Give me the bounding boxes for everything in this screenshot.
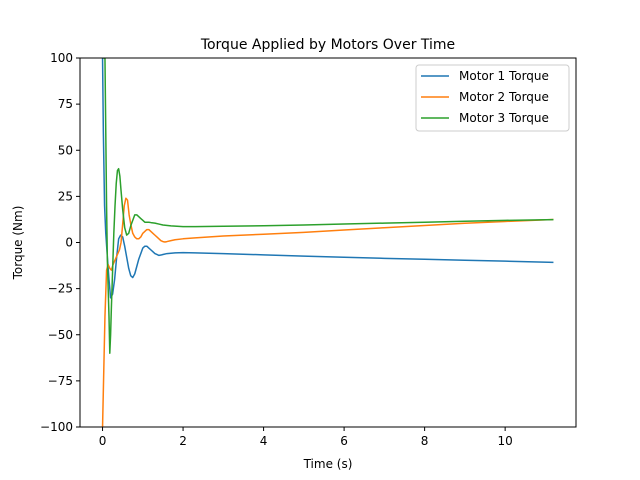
y-tick-label: −25 xyxy=(48,282,73,296)
y-axis-ticks: −100 −75 −50 −25 0 25 50 75 100 xyxy=(40,51,80,434)
series-line-motor-1 xyxy=(101,58,554,299)
legend-label-motor-2: Motor 2 Torque xyxy=(459,90,549,104)
legend-label-motor-3: Motor 3 Torque xyxy=(459,111,549,125)
legend-label-motor-1: Motor 1 Torque xyxy=(459,69,549,83)
legend-items: Motor 1 Torque Motor 2 Torque Motor 3 Torq… xyxy=(421,69,549,125)
x-axis-ticks: 0 2 4 6 8 10 xyxy=(99,427,513,448)
x-tick-label: 2 xyxy=(179,434,187,448)
y-tick-label: 75 xyxy=(58,97,73,111)
series-line-motor-2 xyxy=(101,197,554,427)
y-tick-label: 50 xyxy=(58,143,73,157)
legend: Motor 1 Torque Motor 2 Torque Motor 3 Torq… xyxy=(415,64,570,132)
y-tick-label: −100 xyxy=(40,420,73,434)
x-axis-label: Time (s) xyxy=(303,457,353,471)
x-tick-label: 0 xyxy=(99,434,107,448)
series-line-motor-3 xyxy=(102,58,554,354)
legend-frame xyxy=(415,64,570,132)
y-tick-label: −50 xyxy=(48,328,73,342)
y-tick-label: −75 xyxy=(48,374,73,388)
chart-title: Torque Applied by Motors Over Time xyxy=(200,37,455,53)
y-tick-label: 25 xyxy=(58,189,73,203)
x-tick-label: 6 xyxy=(340,434,348,448)
x-tick-label: 4 xyxy=(260,434,268,448)
y-tick-label: 0 xyxy=(65,236,73,250)
y-axis-label: Torque (Nm) xyxy=(11,206,25,281)
y-tick-label: 100 xyxy=(50,51,73,65)
x-tick-label: 8 xyxy=(421,434,429,448)
series-layer xyxy=(101,58,554,427)
x-tick-label: 10 xyxy=(498,434,513,448)
